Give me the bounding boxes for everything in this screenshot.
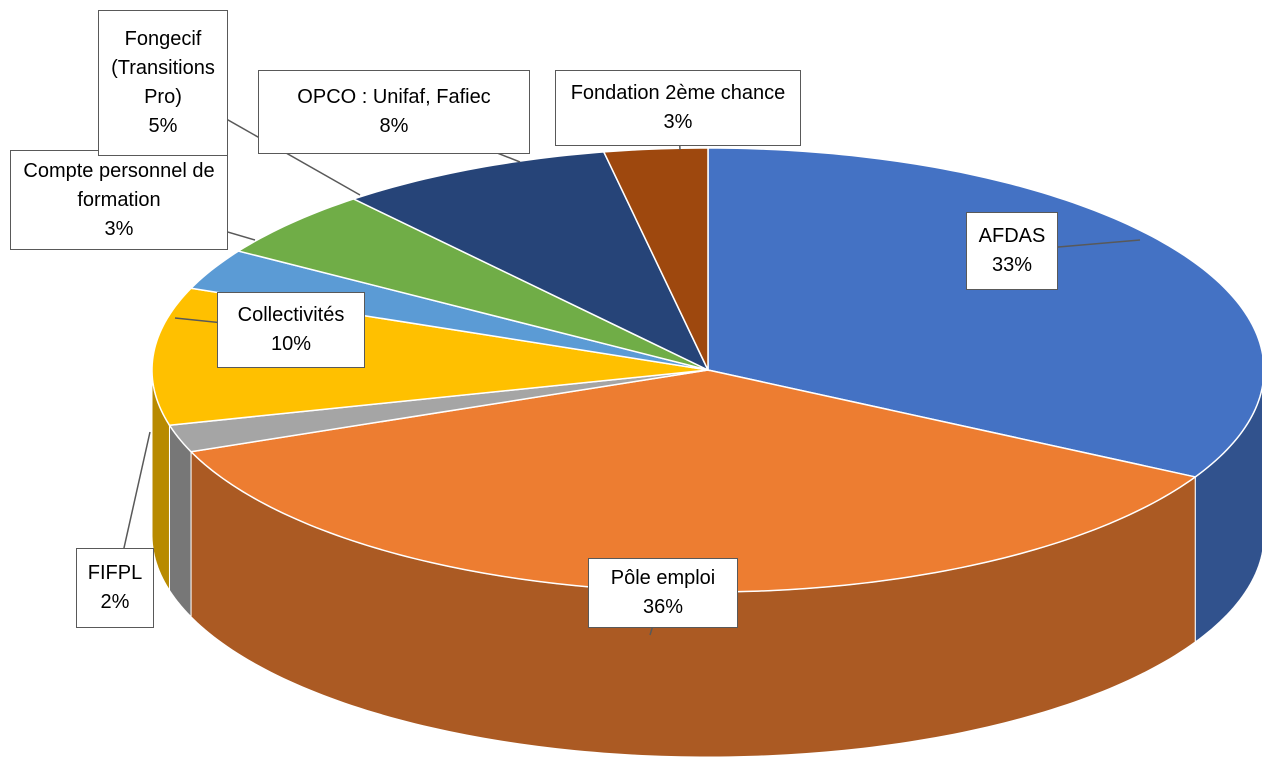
category-label: Pôle emploi (610, 567, 716, 589)
value-label: 8% (379, 115, 409, 137)
value-label: 5% (148, 115, 178, 137)
category-label: OPCO : Unifaf, Fafiec (297, 86, 491, 108)
value-label: 2% (100, 591, 130, 613)
data-label: OPCO : Unifaf, Fafiec 8% (258, 70, 530, 154)
category-label: FIFPL (87, 562, 143, 584)
category-label: Collectivités (237, 304, 345, 326)
category-label: AFDAS (978, 225, 1046, 247)
category-label: Compte personnel de formation (23, 159, 215, 211)
slice (707, 147, 1262, 478)
value-label: 3% (663, 111, 693, 133)
slice-side (168, 423, 192, 618)
category-label: Fondation 2ème chance (570, 82, 786, 104)
data-label: Fondation 2ème chance 3% (555, 70, 801, 146)
value-label: 10% (270, 333, 312, 355)
value-label: 3% (104, 217, 134, 240)
value-label: 33% (991, 254, 1033, 276)
slice (236, 198, 709, 371)
data-label: Collectivités 10% (217, 292, 365, 368)
slice (602, 147, 709, 371)
value-label: 36% (642, 596, 684, 618)
category-label: Fongecif (Transitions Pro) (111, 28, 215, 108)
data-label: Fongecif (Transitions Pro) 5% (98, 10, 228, 156)
slice (189, 250, 709, 371)
data-label: FIFPL 2% (76, 548, 154, 628)
data-label: Compte personnel de formation 3% (10, 150, 228, 250)
slice (351, 151, 710, 372)
data-label: AFDAS 33% (966, 212, 1058, 290)
data-label: Pôle emploi 36% (588, 558, 738, 628)
